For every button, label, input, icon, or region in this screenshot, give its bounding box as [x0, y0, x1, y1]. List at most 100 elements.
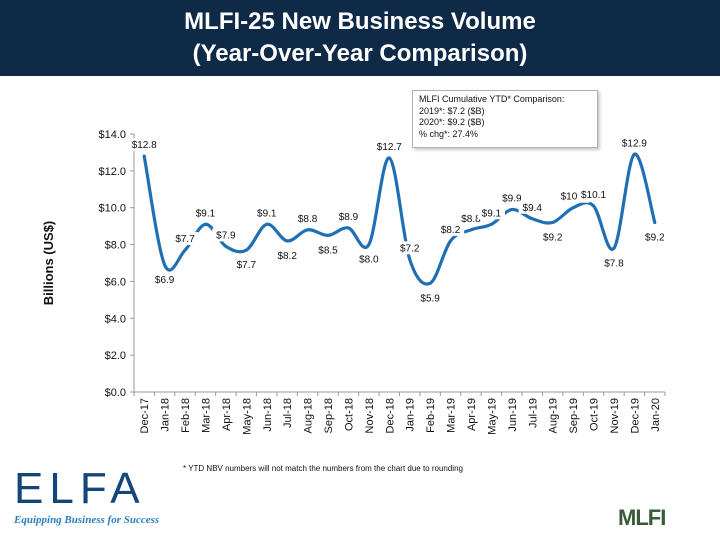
data-label-bg	[518, 200, 546, 214]
data-point	[142, 154, 146, 158]
y-tick-label: $0.0	[105, 387, 126, 399]
x-tick-label: Sep-18	[323, 398, 335, 433]
data-point	[346, 226, 350, 230]
data-label: $9.2	[645, 232, 665, 243]
data-label: $8.2	[277, 251, 297, 262]
data-point	[387, 156, 391, 160]
elfa-logo: ELFA Equipping Business for Success	[14, 466, 164, 530]
data-label-bg	[127, 138, 161, 152]
x-tick-label: Jul-18	[282, 398, 294, 428]
x-tick-label: Jun-18	[262, 398, 274, 432]
note-line: MLFI Cumulative YTD* Comparison:	[419, 94, 565, 104]
data-point	[510, 208, 514, 212]
data-label-bg	[641, 230, 669, 244]
x-tick-label: Dec-19	[629, 398, 641, 433]
ytd-comparison-note: MLFI Cumulative YTD* Comparison: 2019*: …	[412, 90, 598, 148]
series-line	[142, 152, 657, 286]
data-label: $9.2	[543, 232, 563, 243]
x-tick-label: Mar-18	[200, 398, 212, 433]
data-point	[367, 243, 371, 247]
x-tick-label: Feb-19	[425, 398, 437, 433]
elfa-logo-text: ELFA	[14, 464, 146, 513]
data-label-bg	[151, 272, 179, 286]
x-tick-label: Apr-19	[466, 398, 478, 431]
data-label: $7.8	[604, 258, 624, 269]
data-point	[163, 263, 167, 267]
data-label-bg	[617, 136, 651, 150]
data-point	[571, 206, 575, 210]
data-point	[285, 239, 289, 243]
note-line: 2019*: $7.2 ($B)	[419, 105, 485, 116]
data-point	[469, 228, 473, 232]
chart-title-line1: MLFI-25 New Business Volume	[184, 8, 536, 35]
data-label-bg	[293, 211, 322, 225]
data-point	[183, 248, 187, 252]
data-point	[489, 222, 493, 226]
data-point	[203, 222, 207, 226]
data-label: $8.8	[298, 214, 318, 225]
x-tick-label: Feb-18	[180, 398, 192, 433]
x-tick-label: Jun-19	[507, 398, 519, 432]
x-tick-label: Apr-18	[221, 398, 233, 431]
data-point	[244, 248, 248, 252]
x-tick-label: May-19	[486, 398, 498, 435]
y-tick-label: $6.0	[105, 276, 126, 288]
x-tick-label: Dec-17	[139, 398, 151, 433]
mlfi-logo: MLFI	[618, 505, 666, 530]
data-point	[551, 220, 555, 224]
data-point	[224, 244, 228, 248]
x-tick-label: Dec-18	[384, 398, 396, 433]
x-tick-label: Oct-19	[589, 398, 601, 431]
y-tick-label: $2.0	[105, 350, 126, 362]
data-label-bg	[191, 206, 220, 220]
data-label: $7.9	[216, 230, 236, 241]
data-label-bg	[436, 222, 465, 236]
data-label: $7.7	[237, 260, 257, 271]
data-point	[653, 220, 657, 224]
y-tick-label: $14.0	[98, 129, 126, 141]
data-label-bg	[232, 258, 260, 272]
data-label: $8.8	[461, 214, 481, 225]
data-label: $9.1	[196, 208, 216, 219]
data-label: $7.2	[400, 243, 420, 254]
y-tick-label: $8.0	[105, 240, 126, 252]
line-chart: $0.0 $2.0 $4.0 $6.0 $8.0 $10.0 $12.0 $14.0 Billi…	[41, 129, 669, 435]
elfa-tagline: Equipping Business for Success	[14, 514, 160, 526]
data-label: $8.2	[441, 225, 461, 236]
data-label: $12.9	[622, 138, 647, 149]
y-tick-label: $4.0	[105, 313, 126, 325]
data-label-bg	[372, 139, 406, 153]
data-label-bg	[600, 256, 628, 270]
data-point	[326, 233, 330, 237]
data-label-bg	[273, 248, 301, 262]
note-line: % chg*: 27.4%	[419, 128, 479, 139]
x-tick-label: Sep-19	[568, 398, 580, 433]
data-point	[449, 239, 453, 243]
data-label: $9.4	[523, 203, 543, 214]
note-line: 2020*: $9.2 ($B)	[419, 117, 485, 127]
footnote: * YTD NBV numbers will not match the num…	[183, 464, 463, 473]
data-label: $9.1	[482, 208, 502, 219]
data-label-bg	[457, 211, 485, 225]
data-point	[265, 222, 269, 226]
x-tick-label: Jan-19	[405, 398, 417, 432]
data-label: $10.0	[561, 192, 586, 203]
data-label-bg	[396, 241, 424, 255]
data-label-bg	[355, 252, 383, 266]
data-point	[612, 246, 616, 250]
x-tick-label: May-18	[241, 398, 253, 435]
y-tick-label: $10.0	[98, 203, 126, 215]
x-tick-label: Jan-20	[650, 398, 662, 432]
data-label-bg	[577, 187, 611, 201]
x-tick-label: Jan-18	[160, 398, 172, 432]
data-label-bg	[171, 232, 199, 246]
data-label-bg	[416, 291, 444, 305]
title-bar: MLFI-25 New Business Volume (Year-Over-Y…	[0, 0, 720, 76]
data-label-bg	[334, 209, 363, 223]
data-label: $10.1	[581, 190, 606, 201]
x-tick-label: Aug-18	[303, 398, 315, 433]
data-label: $8.5	[318, 245, 338, 256]
data-point	[632, 152, 636, 156]
data-point	[306, 228, 310, 232]
x-tick-label: Nov-18	[364, 398, 376, 433]
